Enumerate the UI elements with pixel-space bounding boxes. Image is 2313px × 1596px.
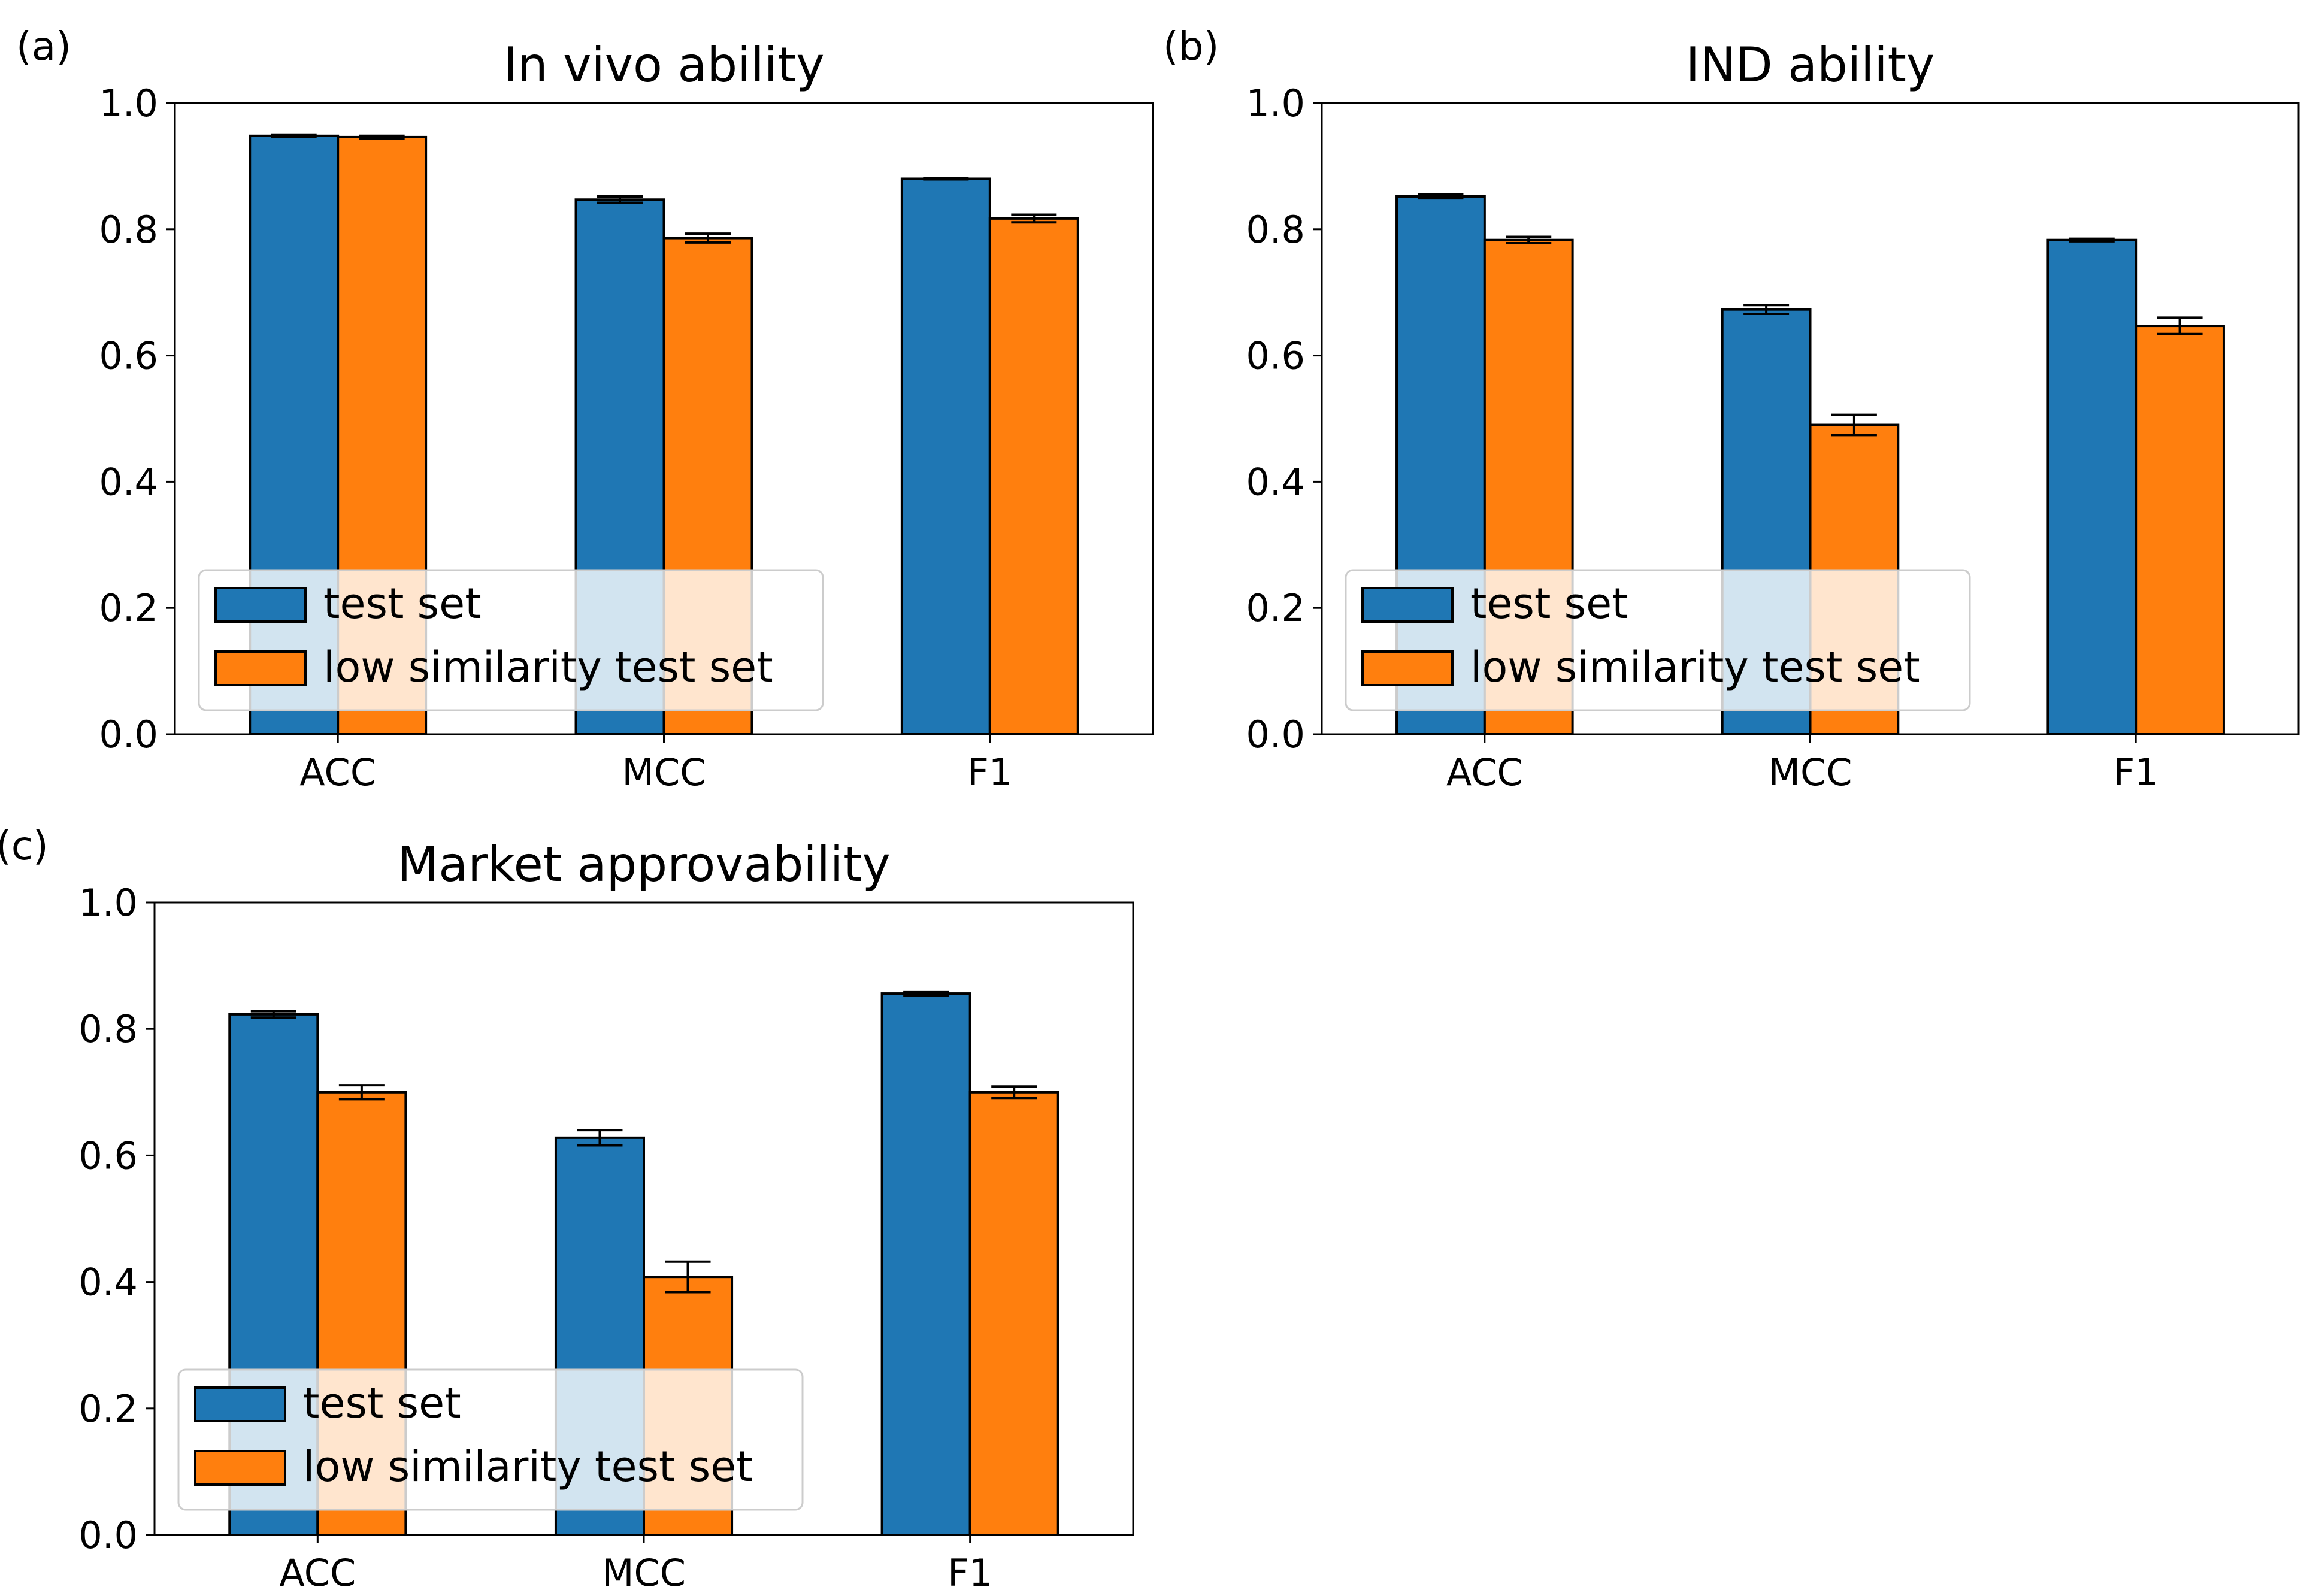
error-bar-acc-0 — [271, 133, 317, 138]
error-bar-acc-1 — [1506, 235, 1552, 244]
legend-swatch-0 — [194, 1386, 286, 1422]
legend-swatch-1 — [214, 650, 307, 686]
x-tick-label: F1 — [967, 750, 1012, 794]
x-tick-label: F1 — [2114, 750, 2158, 794]
y-tick-label: 0.8 — [1246, 208, 1305, 252]
legend-box — [198, 569, 824, 711]
y-tick-label: 0.6 — [99, 334, 158, 378]
legend: test set low similarity test set — [198, 569, 824, 711]
axes-frame — [153, 901, 1134, 1536]
error-bar-mcc-0 — [597, 195, 643, 204]
error-bar-f1-1 — [991, 1085, 1037, 1100]
error-bar-acc-0 — [250, 1010, 296, 1019]
error-bar-acc-1 — [359, 134, 405, 140]
y-tick-label: 0.4 — [99, 460, 158, 504]
bar-low-similarity-test-set-f1 — [968, 1091, 1059, 1537]
panel-label: (a) — [16, 23, 71, 69]
error-bar-mcc-0 — [1743, 304, 1790, 316]
error-bar-mcc-1 — [665, 1260, 711, 1294]
y-tick-label: 0.2 — [99, 586, 158, 630]
x-tick-label: MCC — [602, 1551, 686, 1595]
legend-label-1: low similarity test set — [323, 643, 773, 692]
legend-box — [1345, 569, 1971, 711]
legend-swatch-1 — [1361, 650, 1454, 686]
y-tick-label: 1.0 — [99, 81, 158, 125]
chart-panel-3: (c) Market approvability ACC MCC F1 0.0 0.2 0.4… — [0, 823, 1134, 1595]
panel-label: (b) — [1163, 23, 1219, 69]
x-tick-label: MCC — [1768, 750, 1852, 794]
chart-panel-1: (a) In vivo ability ACC MCC F1 0.0 0.2 0.4 0.6 0.… — [16, 23, 1154, 794]
panel-label: (c) — [0, 823, 49, 869]
y-tick-label: 0.8 — [99, 208, 158, 252]
x-tick-label: ACC — [1446, 750, 1523, 794]
legend-label-1: low similarity test set — [1470, 643, 1920, 692]
axes-frame — [1321, 102, 2300, 735]
x-tick-label: ACC — [279, 1551, 356, 1595]
legend-swatch-0 — [214, 587, 307, 623]
legend-swatch-1 — [194, 1450, 286, 1486]
legend-swatch-0 — [1361, 587, 1454, 623]
chart-title: In vivo ability — [503, 37, 824, 93]
x-tick-label: F1 — [947, 1551, 992, 1595]
error-bar-f1-0 — [2069, 237, 2115, 243]
error-bar-f1-0 — [923, 177, 969, 181]
chart-title: IND ability — [1686, 37, 1935, 93]
bar-low-similarity-test-set-f1 — [2135, 325, 2225, 735]
y-tick-label: 1.0 — [78, 881, 138, 925]
y-tick-label: 0.4 — [1246, 460, 1305, 504]
legend-label-0: test set — [303, 1379, 461, 1428]
legend-label-0: test set — [323, 579, 482, 628]
legend: test set low similarity test set — [1345, 569, 1971, 711]
error-bar-mcc-1 — [685, 232, 731, 244]
legend-label-1: low similarity test set — [303, 1442, 753, 1491]
y-tick-label: 0.4 — [78, 1261, 138, 1304]
y-tick-label: 0.6 — [1246, 334, 1305, 378]
x-tick-label: MCC — [622, 750, 706, 794]
bar-low-similarity-test-set-f1 — [988, 217, 1079, 735]
error-bar-f1-1 — [2157, 316, 2203, 335]
x-tick-label: ACC — [299, 750, 376, 794]
legend: test set low similarity test set — [177, 1368, 804, 1511]
error-bar-mcc-0 — [577, 1129, 623, 1147]
bar-test-set-f1 — [880, 992, 971, 1536]
y-tick-label: 1.0 — [1246, 81, 1305, 125]
error-bar-f1-0 — [903, 990, 949, 997]
y-tick-label: 0.6 — [78, 1134, 138, 1177]
chart-title: Market approvability — [397, 837, 891, 892]
error-bar-f1-1 — [1011, 213, 1057, 224]
y-tick-label: 0.8 — [78, 1007, 138, 1051]
y-tick-label: 0.0 — [78, 1513, 138, 1557]
y-tick-label: 0.2 — [1246, 586, 1305, 630]
y-tick-label: 0.0 — [1246, 713, 1305, 756]
y-tick-label: 0.2 — [78, 1387, 138, 1431]
chart-panel-2: (b) IND ability ACC MCC F1 0.0 0.2 0.4 0.6 0.8 1.0… — [1163, 23, 2300, 794]
error-bar-mcc-1 — [1831, 413, 1877, 437]
legend-box — [177, 1368, 804, 1511]
bar-test-set-f1 — [2046, 238, 2138, 735]
error-bar-acc-1 — [338, 1084, 385, 1101]
axes-frame — [174, 102, 1154, 735]
bar-test-set-f1 — [900, 177, 991, 736]
legend-label-0: test set — [1470, 579, 1628, 628]
error-bar-acc-0 — [1418, 193, 1464, 200]
y-tick-label: 0.0 — [99, 713, 158, 756]
